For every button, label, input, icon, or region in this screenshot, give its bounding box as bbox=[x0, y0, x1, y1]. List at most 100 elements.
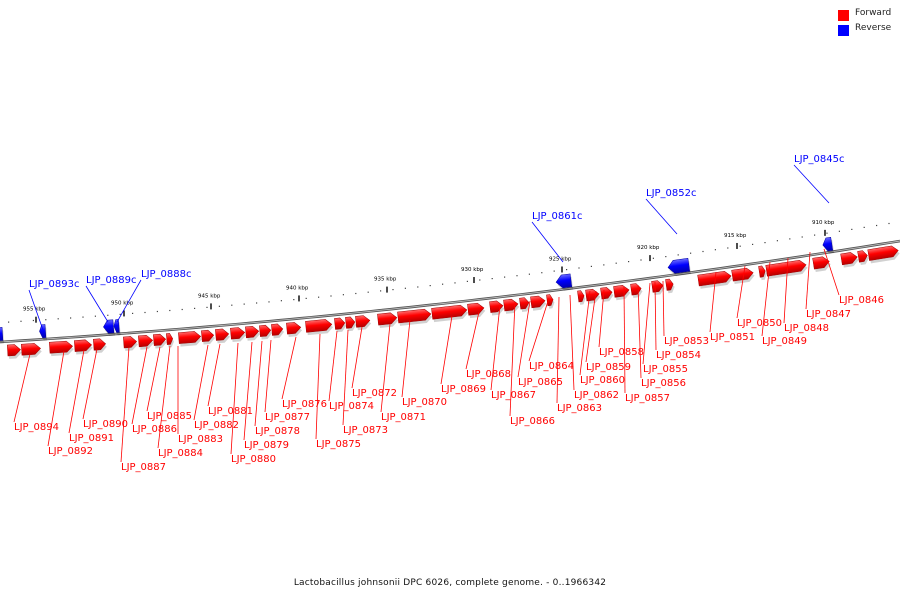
forward-gene bbox=[546, 294, 555, 309]
minor-tick bbox=[144, 311, 146, 314]
leader-line bbox=[230, 342, 239, 455]
gene-arrow bbox=[467, 302, 485, 316]
forward-gene bbox=[665, 278, 675, 294]
gene-arrow bbox=[822, 236, 834, 252]
minor-tick bbox=[491, 278, 493, 280]
gene-arrow bbox=[489, 300, 504, 313]
leader-line bbox=[82, 348, 98, 420]
reverse-gene bbox=[113, 319, 121, 336]
gene-arrow bbox=[138, 334, 154, 348]
minor-tick bbox=[553, 270, 555, 272]
forward-gene bbox=[377, 312, 399, 328]
gene-arrow bbox=[20, 343, 41, 356]
gene-label: LJP_0852c bbox=[646, 188, 697, 199]
gene-features bbox=[0, 236, 900, 359]
gene-label: LJP_0851 bbox=[710, 332, 755, 343]
minor-tick bbox=[169, 309, 171, 312]
minor-tick bbox=[838, 230, 840, 232]
minor-tick bbox=[293, 299, 295, 301]
minor-tick bbox=[119, 313, 121, 315]
tick-label: 910 kbp bbox=[812, 220, 835, 226]
minor-tick bbox=[814, 234, 816, 236]
leader-line bbox=[401, 319, 411, 398]
leader-line bbox=[243, 341, 253, 441]
leader-line bbox=[556, 296, 560, 404]
forward-gene bbox=[305, 319, 334, 336]
gene-arrow bbox=[840, 252, 858, 266]
minor-tick bbox=[888, 222, 890, 225]
forward-gene bbox=[467, 302, 486, 319]
forward-gene bbox=[49, 340, 74, 357]
leader-line bbox=[637, 284, 642, 379]
gene-label: LJP_0893c bbox=[29, 279, 80, 290]
forward-gene bbox=[731, 267, 755, 284]
leader-line bbox=[131, 346, 148, 425]
forward-gene bbox=[503, 298, 520, 314]
leader-line bbox=[490, 304, 501, 391]
leader-line bbox=[351, 326, 363, 389]
gene-arrow bbox=[49, 340, 73, 354]
forward-gene bbox=[245, 325, 261, 341]
forward-gene bbox=[577, 290, 586, 305]
minor-tick bbox=[776, 240, 778, 242]
gene-arrow bbox=[431, 304, 468, 320]
gene-label: LJP_0863 bbox=[557, 403, 602, 414]
leader-line bbox=[380, 323, 391, 413]
leader-line bbox=[579, 290, 591, 376]
leader-line bbox=[509, 301, 516, 417]
leader-line bbox=[254, 340, 263, 427]
gene-arrow bbox=[123, 336, 138, 349]
leader-line bbox=[761, 261, 771, 337]
minor-tick bbox=[528, 273, 530, 275]
gene-label: LJP_0865 bbox=[518, 377, 563, 388]
minor-tick bbox=[132, 312, 134, 314]
gene-label: LJP_0891 bbox=[69, 433, 114, 444]
gene-arrow bbox=[577, 290, 585, 303]
backbone-highlight bbox=[0, 240, 900, 343]
gene-label: LJP_0849 bbox=[762, 336, 807, 347]
leader-line bbox=[264, 339, 272, 413]
forward-gene bbox=[345, 316, 357, 332]
gene-arrow bbox=[74, 339, 92, 352]
gene-label: LJP_0878 bbox=[255, 426, 300, 437]
gene-arrow bbox=[39, 324, 47, 338]
leader-line bbox=[120, 346, 130, 463]
reverse-gene bbox=[555, 273, 574, 291]
tick-label: 915 kbp bbox=[724, 233, 747, 239]
minor-tick bbox=[590, 265, 592, 267]
gene-arrow bbox=[731, 267, 754, 282]
minor-tick bbox=[677, 254, 679, 256]
gene-label: LJP_0853 bbox=[664, 336, 709, 347]
forward-gene bbox=[857, 250, 869, 266]
leader-line bbox=[146, 346, 161, 412]
gene-arrow bbox=[178, 331, 202, 344]
gene-arrow bbox=[201, 329, 215, 342]
genome-backbone bbox=[0, 239, 900, 344]
leader-line bbox=[28, 289, 44, 331]
minor-tick bbox=[70, 317, 72, 319]
forward-swatch bbox=[838, 10, 849, 21]
gene-label: LJP_0848 bbox=[784, 323, 829, 334]
tick-label: 955 kbp bbox=[23, 307, 46, 313]
leader-line bbox=[157, 345, 171, 449]
forward-gene bbox=[230, 327, 247, 343]
reverse-swatch bbox=[838, 25, 849, 36]
forward-gene bbox=[355, 315, 372, 331]
leader-line bbox=[13, 353, 31, 423]
minor-tick bbox=[739, 245, 741, 247]
minor-tick bbox=[628, 261, 630, 263]
map-caption: Lactobacillus johnsonii DPC 6026, comple… bbox=[293, 578, 607, 588]
minor-tick bbox=[305, 297, 307, 299]
gene-label: LJP_0846 bbox=[839, 295, 884, 306]
leader-line bbox=[662, 280, 665, 337]
leader-line bbox=[531, 221, 564, 263]
minor-tick bbox=[801, 236, 803, 238]
minor-tick bbox=[863, 226, 865, 228]
gene-arrow bbox=[271, 323, 284, 336]
forward-gene bbox=[123, 336, 138, 351]
leader-line bbox=[328, 330, 338, 402]
minor-tick bbox=[429, 285, 431, 287]
leader-line bbox=[207, 343, 221, 407]
minor-tick bbox=[702, 250, 704, 253]
gene-arrow bbox=[665, 278, 674, 291]
